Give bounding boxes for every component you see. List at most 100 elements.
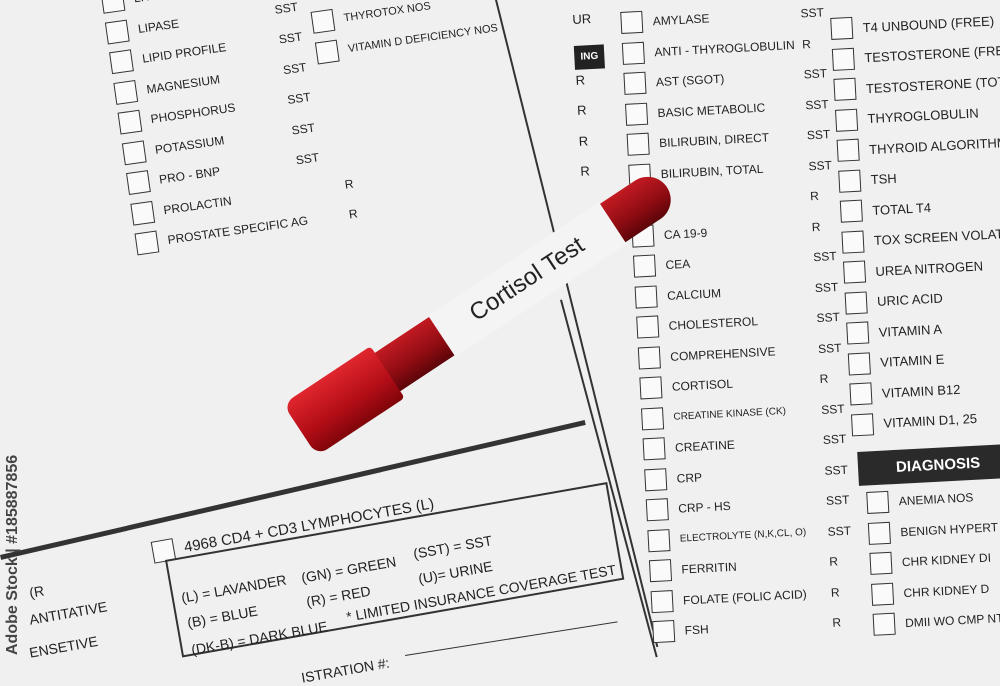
item-label: ANTI - THYROGLOBULIN	[653, 37, 795, 60]
checkbox[interactable]	[625, 102, 649, 126]
item-label: TSH	[870, 170, 898, 188]
item-label: LIPASE	[137, 16, 180, 36]
item-label: PROLACTIN	[162, 193, 233, 218]
item-label: URIC ACID	[876, 290, 944, 310]
checkbox[interactable]	[632, 254, 657, 278]
item-label: CORTISOL	[671, 376, 734, 395]
checkbox[interactable]	[844, 291, 868, 315]
checkbox[interactable]	[833, 78, 857, 102]
checkbox[interactable]	[871, 582, 895, 606]
checkbox[interactable]	[109, 49, 134, 75]
checkbox[interactable]	[134, 230, 160, 256]
checkbox[interactable]	[872, 612, 896, 637]
item-label: THYROGLOBULIN	[867, 105, 980, 127]
checkbox[interactable]	[314, 39, 340, 65]
checkbox[interactable]	[842, 260, 867, 284]
checkbox[interactable]	[626, 132, 650, 157]
tube-code: SST	[814, 279, 839, 295]
item-label: CRP	[676, 470, 703, 486]
side-code: R	[576, 102, 587, 118]
checkbox[interactable]	[830, 17, 854, 41]
item-label: VITAMIN A	[878, 321, 943, 340]
tube-code: SST	[294, 150, 321, 168]
checkbox[interactable]	[640, 407, 665, 431]
tube-code: SST	[800, 5, 825, 21]
tube-code: SST	[803, 66, 828, 82]
tube-code: R	[348, 206, 359, 222]
tube-code: R	[801, 36, 812, 52]
checkbox[interactable]	[621, 41, 645, 65]
item-label: FSH	[684, 622, 710, 638]
checkbox[interactable]	[866, 491, 890, 515]
item-label: AST (SGOT)	[655, 71, 725, 90]
checkbox[interactable]	[310, 9, 336, 34]
side-code: R	[578, 132, 589, 149]
item-label: LIPID PROFILE	[141, 40, 228, 66]
checkbox[interactable]	[647, 528, 671, 553]
item-label: VITAMIN B12	[881, 381, 961, 401]
checkbox[interactable]	[849, 382, 873, 406]
checkbox[interactable]	[839, 199, 863, 223]
checkbox[interactable]	[838, 169, 862, 193]
item-label: UREA NITROGEN	[875, 258, 984, 279]
tube-code: R	[811, 219, 821, 235]
item-label: ELECTROLYTE (N,K,CL, O)	[679, 527, 807, 545]
checkbox[interactable]	[644, 467, 668, 492]
tube-code: SST	[825, 492, 850, 509]
checkbox[interactable]	[639, 376, 663, 400]
tube-code: SST	[817, 340, 842, 356]
checkbox[interactable]	[100, 0, 126, 14]
checkbox[interactable]	[846, 321, 870, 345]
checkbox[interactable]	[130, 200, 156, 226]
checkbox[interactable]	[648, 559, 673, 583]
checkbox[interactable]	[847, 352, 871, 376]
tube-code: SST	[282, 59, 308, 77]
checkbox[interactable]	[867, 521, 891, 545]
item-label: TESTOSTERONE (FREE)	[863, 42, 1000, 66]
checkbox[interactable]	[650, 589, 674, 613]
item-label: AMYLASE	[652, 11, 710, 29]
left-form-right-items: THYROTOX NOS VITAMIN D DEFICIENCY NOS	[310, 0, 500, 68]
checkbox[interactable]	[126, 170, 151, 196]
checkbox[interactable]	[620, 11, 644, 35]
tube-code: SST	[812, 249, 837, 265]
item-label: TESTOSTERONE (TOTAL	[865, 72, 1000, 96]
checkbox[interactable]	[831, 47, 855, 71]
item-label: CA 19-9	[663, 225, 708, 242]
checkbox[interactable]	[637, 346, 661, 370]
checkbox[interactable]	[636, 315, 660, 339]
registration-line	[405, 621, 618, 656]
item-label: POTASSIUM	[154, 133, 226, 157]
checkbox[interactable]	[652, 620, 676, 644]
checkbox[interactable]	[121, 140, 147, 166]
checkbox[interactable]	[623, 72, 647, 96]
middle-side-codes: UR ING R R R R	[572, 10, 612, 194]
checkbox[interactable]	[836, 138, 860, 163]
checkbox[interactable]	[634, 285, 658, 309]
checkbox[interactable]	[869, 552, 893, 576]
checkbox[interactable]	[104, 19, 130, 45]
checkbox[interactable]	[645, 498, 669, 522]
item-label: CRP - HS	[677, 499, 732, 516]
tube-code: SST	[822, 432, 847, 448]
item-label: THYROID ALGORITHM	[868, 134, 1000, 157]
item-label: CREATINE	[674, 437, 736, 455]
checkbox[interactable]	[117, 109, 143, 135]
diagnosis-list: ANEMIA NOS BENIGN HYPERT CHR KIDNEY DI CHR …	[866, 481, 1000, 640]
checkbox[interactable]	[835, 108, 859, 132]
checkbox[interactable]	[841, 230, 865, 254]
watermark: Adobe Stock | #185887856	[4, 454, 21, 655]
item-label: DMII WO CMP NT	[904, 611, 1000, 631]
item-label: COMPREHENSIVE	[669, 344, 776, 364]
checkbox[interactable]	[850, 413, 875, 437]
side-code: ING	[573, 43, 605, 70]
registration-label: ISTRATION #:	[300, 654, 391, 686]
checkbox[interactable]	[113, 79, 139, 105]
list-item: DMII WO CMP NT	[872, 603, 1000, 640]
side-code: R	[575, 71, 586, 88]
middle-form-list: AMYLASE SST ANTI - THYROGLOBULIN R AST (SGOT…	[620, 0, 851, 648]
tube-code: SST	[816, 310, 841, 326]
left-fragment: ENSETIVE	[28, 632, 99, 661]
checkbox[interactable]	[642, 437, 666, 461]
item-label: TOX SCREEN VOLATI	[873, 226, 1000, 249]
